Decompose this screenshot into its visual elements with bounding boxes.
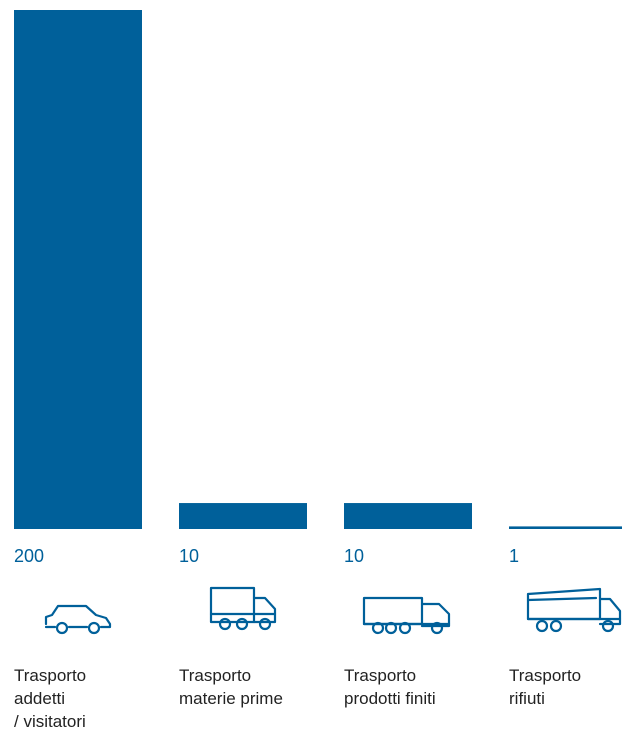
category-label: Trasporto materie prime	[179, 666, 283, 708]
value-label: 1	[509, 546, 519, 566]
category-label: Trasporto rifiuti	[509, 666, 582, 708]
trailer-truck-icon	[362, 596, 451, 635]
bar	[14, 10, 142, 529]
car-icon	[44, 604, 112, 635]
bars	[14, 10, 622, 529]
value-label: 200	[14, 546, 44, 566]
value-label: 10	[179, 546, 199, 566]
bar	[344, 503, 472, 529]
dump-truck-icon	[526, 587, 622, 633]
delivery-truck-icon	[209, 586, 277, 631]
category-label: Trasporto prodotti finiti	[344, 666, 436, 708]
category-label: Trasporto addetti / visitatori	[14, 666, 87, 731]
value-label: 10	[344, 546, 364, 566]
bar	[179, 503, 307, 529]
value-labels: 200 10 10 1	[14, 546, 519, 566]
bar	[509, 526, 622, 529]
